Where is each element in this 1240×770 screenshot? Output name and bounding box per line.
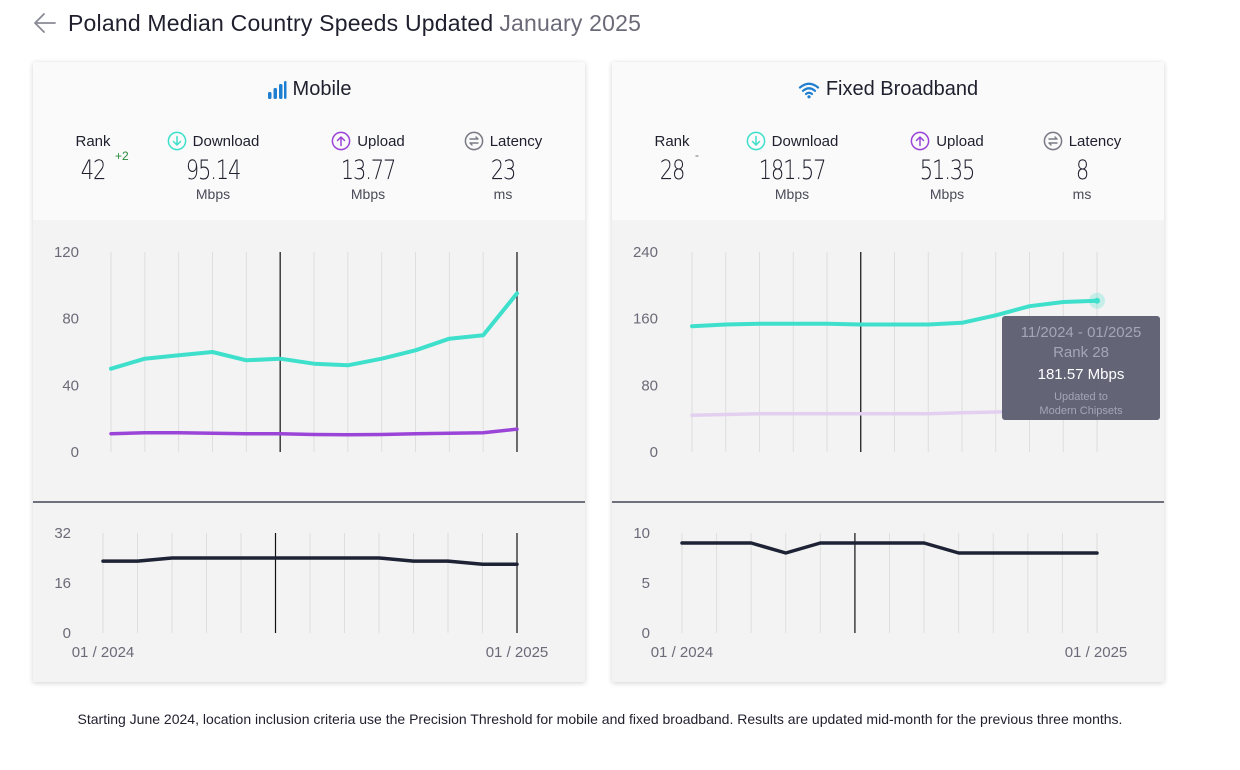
y-tick-label: 120 <box>54 244 79 261</box>
fixed-title-text: Fixed Broadband <box>825 78 979 100</box>
download-value: 95.14 <box>185 155 242 186</box>
fixed-summary: Fixed Broadband Rank 28 - Download 181.5… <box>612 62 1164 220</box>
download-label: Download <box>192 132 260 150</box>
rank-value: 28 <box>659 155 686 186</box>
tooltip-rank: Rank 28 <box>1053 344 1109 361</box>
hover-point <box>1094 297 1100 304</box>
tooltip-note-line2: Modern Chipsets <box>1039 405 1123 417</box>
upload-icon <box>331 131 351 151</box>
x-axis-end-label: 01 / 2025 <box>1065 644 1128 661</box>
y-tick-label: 32 <box>54 525 71 542</box>
download-value: 181.57 <box>758 155 827 186</box>
y-tick-label: 10 <box>633 525 650 542</box>
mobile-rank: Rank 42 <box>61 130 125 187</box>
page-title-date: January 2025 <box>499 9 642 36</box>
y-tick-label: 16 <box>54 575 71 592</box>
y-tick-label: 0 <box>642 625 650 642</box>
tooltip-box <box>1002 316 1160 420</box>
latency-label: Latency <box>1068 132 1122 150</box>
fixed-panel-title: Fixed Broadband <box>612 78 1164 101</box>
mobile-upload: Upload 13.77 Mbps <box>318 130 418 202</box>
latency-value: 23 <box>490 155 517 186</box>
tooltip-note-line1: Updated to <box>1054 391 1108 403</box>
tooltip-period: 11/2024 - 01/2025 <box>1021 324 1142 341</box>
wifi-icon <box>798 82 819 98</box>
upload-unit: Mbps <box>350 186 386 202</box>
upload-value: 13.77 <box>340 155 397 186</box>
latency-unit: ms <box>1072 186 1092 202</box>
back-button[interactable] <box>32 10 58 36</box>
y-tick-label: 0 <box>650 444 658 461</box>
fixed-panel: Fixed Broadband Rank 28 - Download 181.5… <box>612 62 1164 682</box>
download-icon <box>746 131 765 151</box>
latency-series-line <box>101 556 519 567</box>
x-axis-end-label: 01 / 2025 <box>486 644 549 661</box>
latency-label: Latency <box>489 132 543 150</box>
latency-value: 8 <box>1075 155 1089 186</box>
download-series-line <box>109 291 519 371</box>
latency-icon <box>1043 131 1063 151</box>
tooltip-value: 181.57 Mbps <box>1038 366 1125 383</box>
upload-unit: Mbps <box>929 186 965 202</box>
page-title-text: Poland Median Country Speeds Updated <box>68 9 494 36</box>
mobile-summary: Mobile Rank 42 +2 Download 95.14 Mbps Up… <box>33 62 585 220</box>
upload-series-line <box>109 427 519 437</box>
mobile-chart[interactable]: 0 40 80 120 0 16 32 01 / 2024 01 / 2025 <box>33 220 585 682</box>
y-tick-label: 80 <box>62 311 79 328</box>
download-series-line <box>690 298 1099 329</box>
upload-label: Upload <box>357 132 405 150</box>
mobile-download: Download 95.14 Mbps <box>163 130 263 202</box>
mobile-panel: Mobile Rank 42 +2 Download 95.14 Mbps Up… <box>33 62 585 682</box>
upload-label: Upload <box>936 132 984 150</box>
arrow-left-icon <box>34 13 56 33</box>
mobile-panel-title: Mobile <box>33 78 585 101</box>
page-header: Poland Median Country Speeds Updated Janu… <box>32 8 641 38</box>
y-tick-label: 5 <box>642 575 650 592</box>
download-unit: Mbps <box>774 186 810 202</box>
fixed-rank: Rank 28 <box>640 130 704 187</box>
fixed-latency: Latency 8 ms <box>1032 130 1132 202</box>
y-tick-label: 160 <box>633 311 658 328</box>
fixed-chart[interactable]: 0 80 160 240 0 5 10 01 / 2024 01 / 2025 11/2024 -… <box>612 220 1164 682</box>
download-icon <box>167 131 186 151</box>
rank-change-badge: +2 <box>115 149 129 163</box>
y-tick-label: 0 <box>63 625 71 642</box>
y-tick-label: 240 <box>633 244 658 261</box>
footnote: Starting June 2024, location inclusion c… <box>77 711 1123 727</box>
latency-unit: ms <box>493 186 513 202</box>
rank-label: Rank <box>654 132 690 150</box>
y-tick-label: 80 <box>641 377 658 394</box>
upload-icon <box>910 131 930 151</box>
download-label: Download <box>771 132 839 150</box>
rank-value: 42 <box>80 155 107 186</box>
fixed-upload: Upload 51.35 Mbps <box>897 130 997 202</box>
x-axis-start-label: 01 / 2024 <box>651 644 714 661</box>
latency-icon <box>464 131 484 151</box>
rank-label: Rank <box>75 132 111 150</box>
mobile-title-text: Mobile <box>292 78 352 100</box>
download-unit: Mbps <box>195 186 231 202</box>
mobile-latency: Latency 23 ms <box>453 130 553 202</box>
signal-bars-icon <box>267 80 287 99</box>
rank-change-badge: - <box>695 148 699 162</box>
upload-value: 51.35 <box>919 155 976 186</box>
x-axis-start-label: 01 / 2024 <box>72 644 135 661</box>
fixed-download: Download 181.57 Mbps <box>742 130 842 202</box>
y-tick-label: 0 <box>71 444 79 461</box>
latency-series-line <box>680 541 1099 555</box>
page-title: Poland Median Country Speeds Updated Janu… <box>68 10 641 37</box>
y-tick-label: 40 <box>62 377 79 394</box>
